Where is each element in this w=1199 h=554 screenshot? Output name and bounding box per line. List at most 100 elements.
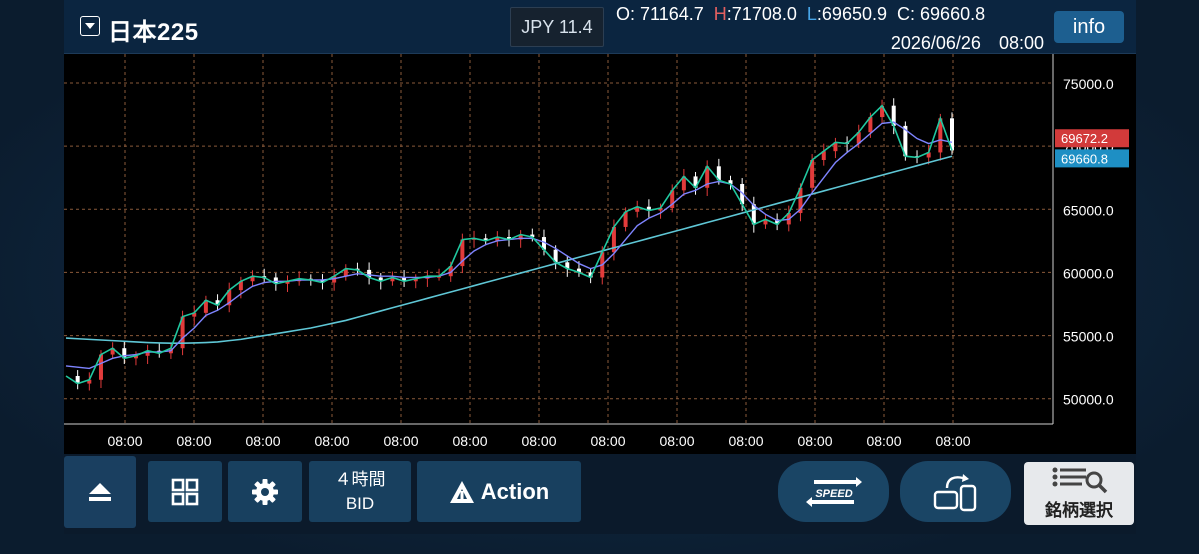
candle-body bbox=[635, 206, 640, 212]
high-value: 71708.0 bbox=[731, 4, 797, 24]
candle-body bbox=[98, 354, 103, 380]
price-chart[interactable]: 75000.070000.065000.060000.055000.050000… bbox=[64, 54, 1136, 454]
timeframe-label: ４時間 bbox=[334, 469, 386, 489]
collapse-button[interactable] bbox=[64, 456, 136, 528]
candle-body bbox=[460, 239, 465, 267]
candle-body bbox=[402, 277, 407, 282]
candle-body bbox=[856, 132, 861, 144]
candle-body bbox=[693, 176, 698, 188]
candle-body bbox=[658, 208, 663, 211]
high-label: H bbox=[713, 4, 727, 24]
close-line bbox=[65, 104, 953, 385]
x-tick-label: 08:00 bbox=[590, 433, 625, 449]
candle-body bbox=[903, 125, 908, 157]
low-value: 69650.9 bbox=[821, 4, 887, 24]
candle-body bbox=[751, 204, 756, 225]
list-search-icon bbox=[1052, 467, 1108, 494]
bar-datetime: 2026/06/26 08:00 bbox=[890, 33, 1044, 53]
ma-long-line bbox=[65, 155, 953, 344]
candle-body bbox=[588, 272, 593, 278]
candle-body bbox=[227, 290, 232, 306]
candle-body bbox=[413, 278, 418, 282]
candle-body bbox=[681, 176, 686, 191]
candle-body bbox=[623, 211, 628, 227]
candle-body bbox=[938, 118, 943, 153]
x-tick-label: 08:00 bbox=[866, 433, 901, 449]
candle-body bbox=[250, 276, 255, 282]
candle-body bbox=[483, 238, 488, 241]
price-axis-panel bbox=[1053, 54, 1136, 454]
candle-body bbox=[716, 166, 721, 181]
info-button[interactable]: info bbox=[1054, 11, 1124, 43]
x-tick-label: 08:00 bbox=[935, 433, 970, 449]
candle-body bbox=[215, 300, 220, 306]
y-tick-label: 75000.0 bbox=[1063, 76, 1114, 92]
speed-icon: SPEED bbox=[805, 476, 862, 507]
candle-body bbox=[810, 160, 815, 188]
bottom-toolbar: ４時間 BID Action SPEED 銘柄選択 bbox=[64, 454, 1136, 534]
candle-body bbox=[611, 226, 616, 253]
timeframe-button[interactable]: ４時間 BID bbox=[309, 461, 411, 522]
candle-body bbox=[320, 280, 325, 283]
action-icon bbox=[449, 480, 474, 503]
gear-icon bbox=[252, 478, 278, 505]
candle-body bbox=[145, 350, 150, 356]
chart-canvas[interactable]: 75000.070000.065000.060000.055000.050000… bbox=[64, 54, 1136, 454]
close-value: 69660.8 bbox=[920, 4, 986, 24]
open-label: O: bbox=[616, 4, 636, 24]
chart-header: 日本225 JPY 11.4 O: 71164.7 H:71708.0 L:69… bbox=[64, 0, 1136, 54]
rotate-screen-button[interactable] bbox=[900, 461, 1011, 522]
candle-body bbox=[646, 206, 651, 211]
candle-body bbox=[763, 219, 768, 225]
x-tick-label: 08:00 bbox=[383, 433, 418, 449]
candle-body bbox=[238, 281, 243, 291]
candle-body bbox=[518, 234, 523, 240]
y-tick-label: 60000.0 bbox=[1063, 265, 1114, 281]
y-tick-label: 55000.0 bbox=[1063, 329, 1114, 345]
x-tick-label: 08:00 bbox=[452, 433, 487, 449]
settings-button[interactable] bbox=[228, 461, 302, 522]
candle-body bbox=[576, 268, 581, 273]
grid-icon bbox=[171, 478, 199, 505]
symbol-select-button[interactable]: 銘柄選択 bbox=[1024, 462, 1134, 525]
x-tick-label: 08:00 bbox=[728, 433, 763, 449]
symbol-dropdown-icon[interactable] bbox=[80, 16, 100, 36]
candle-body bbox=[133, 355, 138, 359]
action-label: Action bbox=[480, 478, 550, 504]
low-label: L bbox=[806, 4, 817, 24]
candle-body bbox=[285, 281, 290, 284]
candle-body bbox=[891, 105, 896, 126]
bid-price-badge bbox=[1055, 149, 1129, 168]
action-button[interactable]: Action bbox=[417, 461, 581, 522]
candle-body bbox=[110, 348, 115, 355]
layout-button[interactable] bbox=[148, 461, 222, 522]
candle-body bbox=[192, 312, 197, 317]
candle-body bbox=[565, 262, 570, 269]
candle-body bbox=[833, 142, 838, 152]
candle-body bbox=[367, 269, 372, 278]
bid-price-label: 69660.8 bbox=[1061, 151, 1108, 166]
candle-body bbox=[728, 180, 733, 184]
candle-body bbox=[180, 316, 185, 349]
candle-body bbox=[775, 219, 780, 225]
candle-body bbox=[670, 190, 675, 208]
candle-body bbox=[821, 151, 826, 160]
candle-body bbox=[553, 249, 558, 263]
candle-body bbox=[390, 277, 395, 282]
symbol-name[interactable]: 日本225 bbox=[108, 19, 199, 46]
candle-body bbox=[530, 234, 535, 238]
candle-body bbox=[448, 266, 453, 277]
x-tick-label: 08:00 bbox=[176, 433, 211, 449]
candle-body bbox=[87, 379, 92, 384]
rotate-device-icon bbox=[933, 473, 976, 511]
close-label: C: bbox=[897, 4, 916, 24]
spread-badge: JPY 11.4 bbox=[510, 7, 604, 47]
candle-body bbox=[495, 237, 500, 241]
candle-body bbox=[950, 118, 954, 151]
candle-body bbox=[705, 166, 710, 188]
x-tick-label: 08:00 bbox=[245, 433, 280, 449]
speed-order-button[interactable]: SPEED bbox=[778, 461, 889, 522]
y-tick-label: 50000.0 bbox=[1063, 392, 1114, 408]
ohlc-readout: O: 71164.7 H:71708.0 L:69650.9 C: 69660.… bbox=[616, 4, 986, 24]
